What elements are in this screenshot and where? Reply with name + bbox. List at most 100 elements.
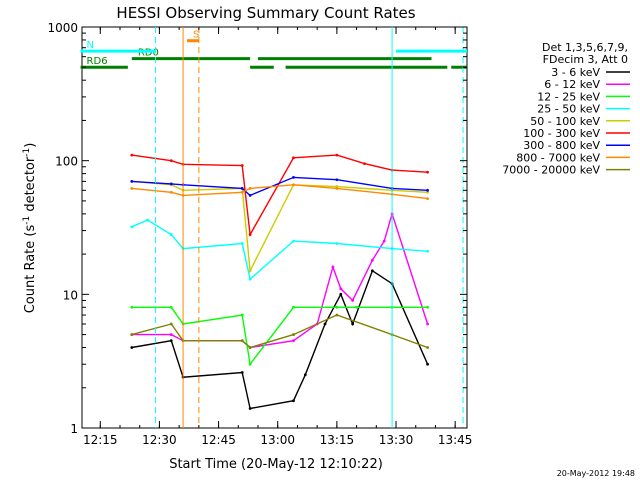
point-3-6-kev — [351, 322, 355, 326]
x-axis-label: Start Time (20-May-12 12:10:22) — [169, 457, 383, 472]
data-layer — [130, 153, 429, 410]
legend-label-6-12-kev: 6 - 12 keV — [544, 78, 600, 91]
point-12-25-kev — [426, 305, 429, 309]
point-25-50-kev — [292, 239, 295, 243]
point-100-300-kev — [363, 162, 366, 166]
flag-layer: RD0 RD6 N S — [80, 30, 467, 69]
y-tick-label: 10 — [63, 288, 78, 302]
y-tick-label: 1 — [70, 422, 78, 436]
point-3-6-kev — [240, 371, 244, 374]
point-6-12-kev — [382, 239, 386, 243]
point-6-12-kev — [426, 322, 429, 326]
legend-label-100-300-kev: 100 - 300 keV — [523, 127, 600, 140]
legend: Det 1,3,5,6,7,9, FDecim 3, Att 0 3 - 6 k… — [502, 41, 630, 177]
legend-label-800-7000-kev: 800 - 7000 keV — [516, 151, 600, 164]
point-100-300-kev — [248, 233, 252, 236]
point-12-25-kev — [335, 305, 339, 309]
point-300-800-kev — [240, 187, 244, 190]
point-3-6-kev — [169, 339, 173, 343]
point-25-50-kev — [169, 233, 173, 236]
point-300-800-kev — [248, 193, 252, 197]
x-tick-label: 13:15 — [320, 433, 355, 447]
point-6-12-kev — [351, 299, 355, 302]
point-100-300-kev — [130, 153, 134, 157]
point-6-12-kev — [339, 287, 343, 291]
point-50-100-kev — [426, 190, 429, 194]
point-3-6-kev — [323, 322, 327, 326]
legend-label-300-800-kev: 300 - 800 keV — [523, 139, 600, 152]
point-100-300-kev — [292, 156, 295, 160]
point-25-50-kev — [146, 218, 149, 222]
point-3-6-kev — [339, 292, 343, 296]
y-tick-label: 100 — [55, 155, 78, 169]
plot-frame — [81, 26, 468, 429]
chart-title: HESSI Observing Summary Count Rates — [116, 4, 415, 22]
footer-timestamp: 20-May-2012 19:48 — [557, 469, 635, 478]
point-3-6-kev — [303, 373, 307, 377]
vline-layer — [154, 27, 464, 428]
y-axis: 1 10 100 1000 — [47, 21, 467, 436]
point-300-800-kev — [169, 182, 173, 186]
point-7000-20000-kev — [240, 339, 244, 343]
point-50-100-kev — [248, 269, 252, 273]
x-tick-label: 12:45 — [201, 433, 236, 447]
legend-label-7000-20000-kev: 7000 - 20000 keV — [502, 164, 600, 177]
point-12-25-kev — [292, 305, 295, 309]
x-tick-label: 13:45 — [438, 433, 473, 447]
point-800-7000-kev — [426, 197, 429, 201]
point-800-7000-kev — [335, 187, 339, 190]
point-3-6-kev — [292, 399, 295, 403]
legend-label-3-6-kev: 3 - 6 keV — [551, 66, 600, 79]
point-100-300-kev — [426, 170, 429, 174]
point-6-12-kev — [169, 333, 173, 336]
legend-label-12-25-kev: 12 - 25 keV — [537, 90, 600, 103]
legend-label-50-100-kev: 50 - 100 keV — [530, 115, 600, 128]
point-800-7000-kev — [169, 190, 173, 194]
series-25-50-kev — [131, 219, 428, 281]
point-800-7000-kev — [248, 187, 252, 190]
legend-header-line-1: Det 1,3,5,6,7,9, — [542, 41, 628, 54]
point-300-800-kev — [335, 178, 339, 182]
point-12-25-kev — [248, 362, 252, 366]
x-axis: 12:15 12:30 12:45 13:00 13:15 13:30 13:45 — [83, 27, 472, 447]
point-300-800-kev — [426, 188, 429, 192]
point-25-50-kev — [240, 242, 244, 245]
point-100-300-kev — [169, 159, 173, 163]
legend-label-25-50-kev: 25 - 50 keV — [537, 103, 600, 116]
x-tick-label: 13:00 — [260, 433, 295, 447]
flag-label-rd6: RD6 — [87, 56, 108, 67]
y-axis-label: Count Rate (s-1 detector-1) — [22, 143, 38, 314]
series-50-100-kev — [131, 180, 428, 274]
point-3-6-kev — [130, 346, 134, 349]
point-6-12-kev — [370, 258, 374, 262]
series-100-300-kev — [131, 154, 428, 237]
point-25-50-kev — [335, 242, 339, 245]
flag-label-rd0: RD0 — [138, 48, 159, 59]
point-100-300-kev — [240, 164, 244, 167]
point-3-6-kev — [370, 269, 374, 273]
point-25-50-kev — [426, 249, 429, 253]
y-tick-label: 1000 — [47, 21, 78, 35]
x-tick-label: 12:30 — [142, 433, 177, 447]
point-7000-20000-kev — [335, 313, 339, 317]
point-7000-20000-kev — [248, 346, 252, 349]
x-tick-label: 12:15 — [83, 433, 118, 447]
point-7000-20000-kev — [292, 333, 295, 336]
point-800-7000-kev — [240, 190, 244, 194]
point-7000-20000-kev — [130, 333, 134, 336]
point-6-12-kev — [331, 265, 335, 269]
point-300-800-kev — [292, 175, 295, 179]
point-6-12-kev — [292, 339, 295, 343]
point-800-7000-kev — [130, 187, 134, 190]
point-300-800-kev — [130, 179, 134, 183]
point-3-6-kev — [426, 362, 429, 366]
point-12-25-kev — [240, 313, 244, 317]
legend-header-line-2: FDecim 3, Att 0 — [543, 53, 628, 66]
flag-label-s: S — [193, 30, 199, 41]
point-3-6-kev — [248, 407, 252, 410]
series-3-6-kev — [131, 269, 429, 410]
series-6-12-kev — [131, 211, 429, 349]
x-tick-label: 13:30 — [379, 433, 414, 447]
